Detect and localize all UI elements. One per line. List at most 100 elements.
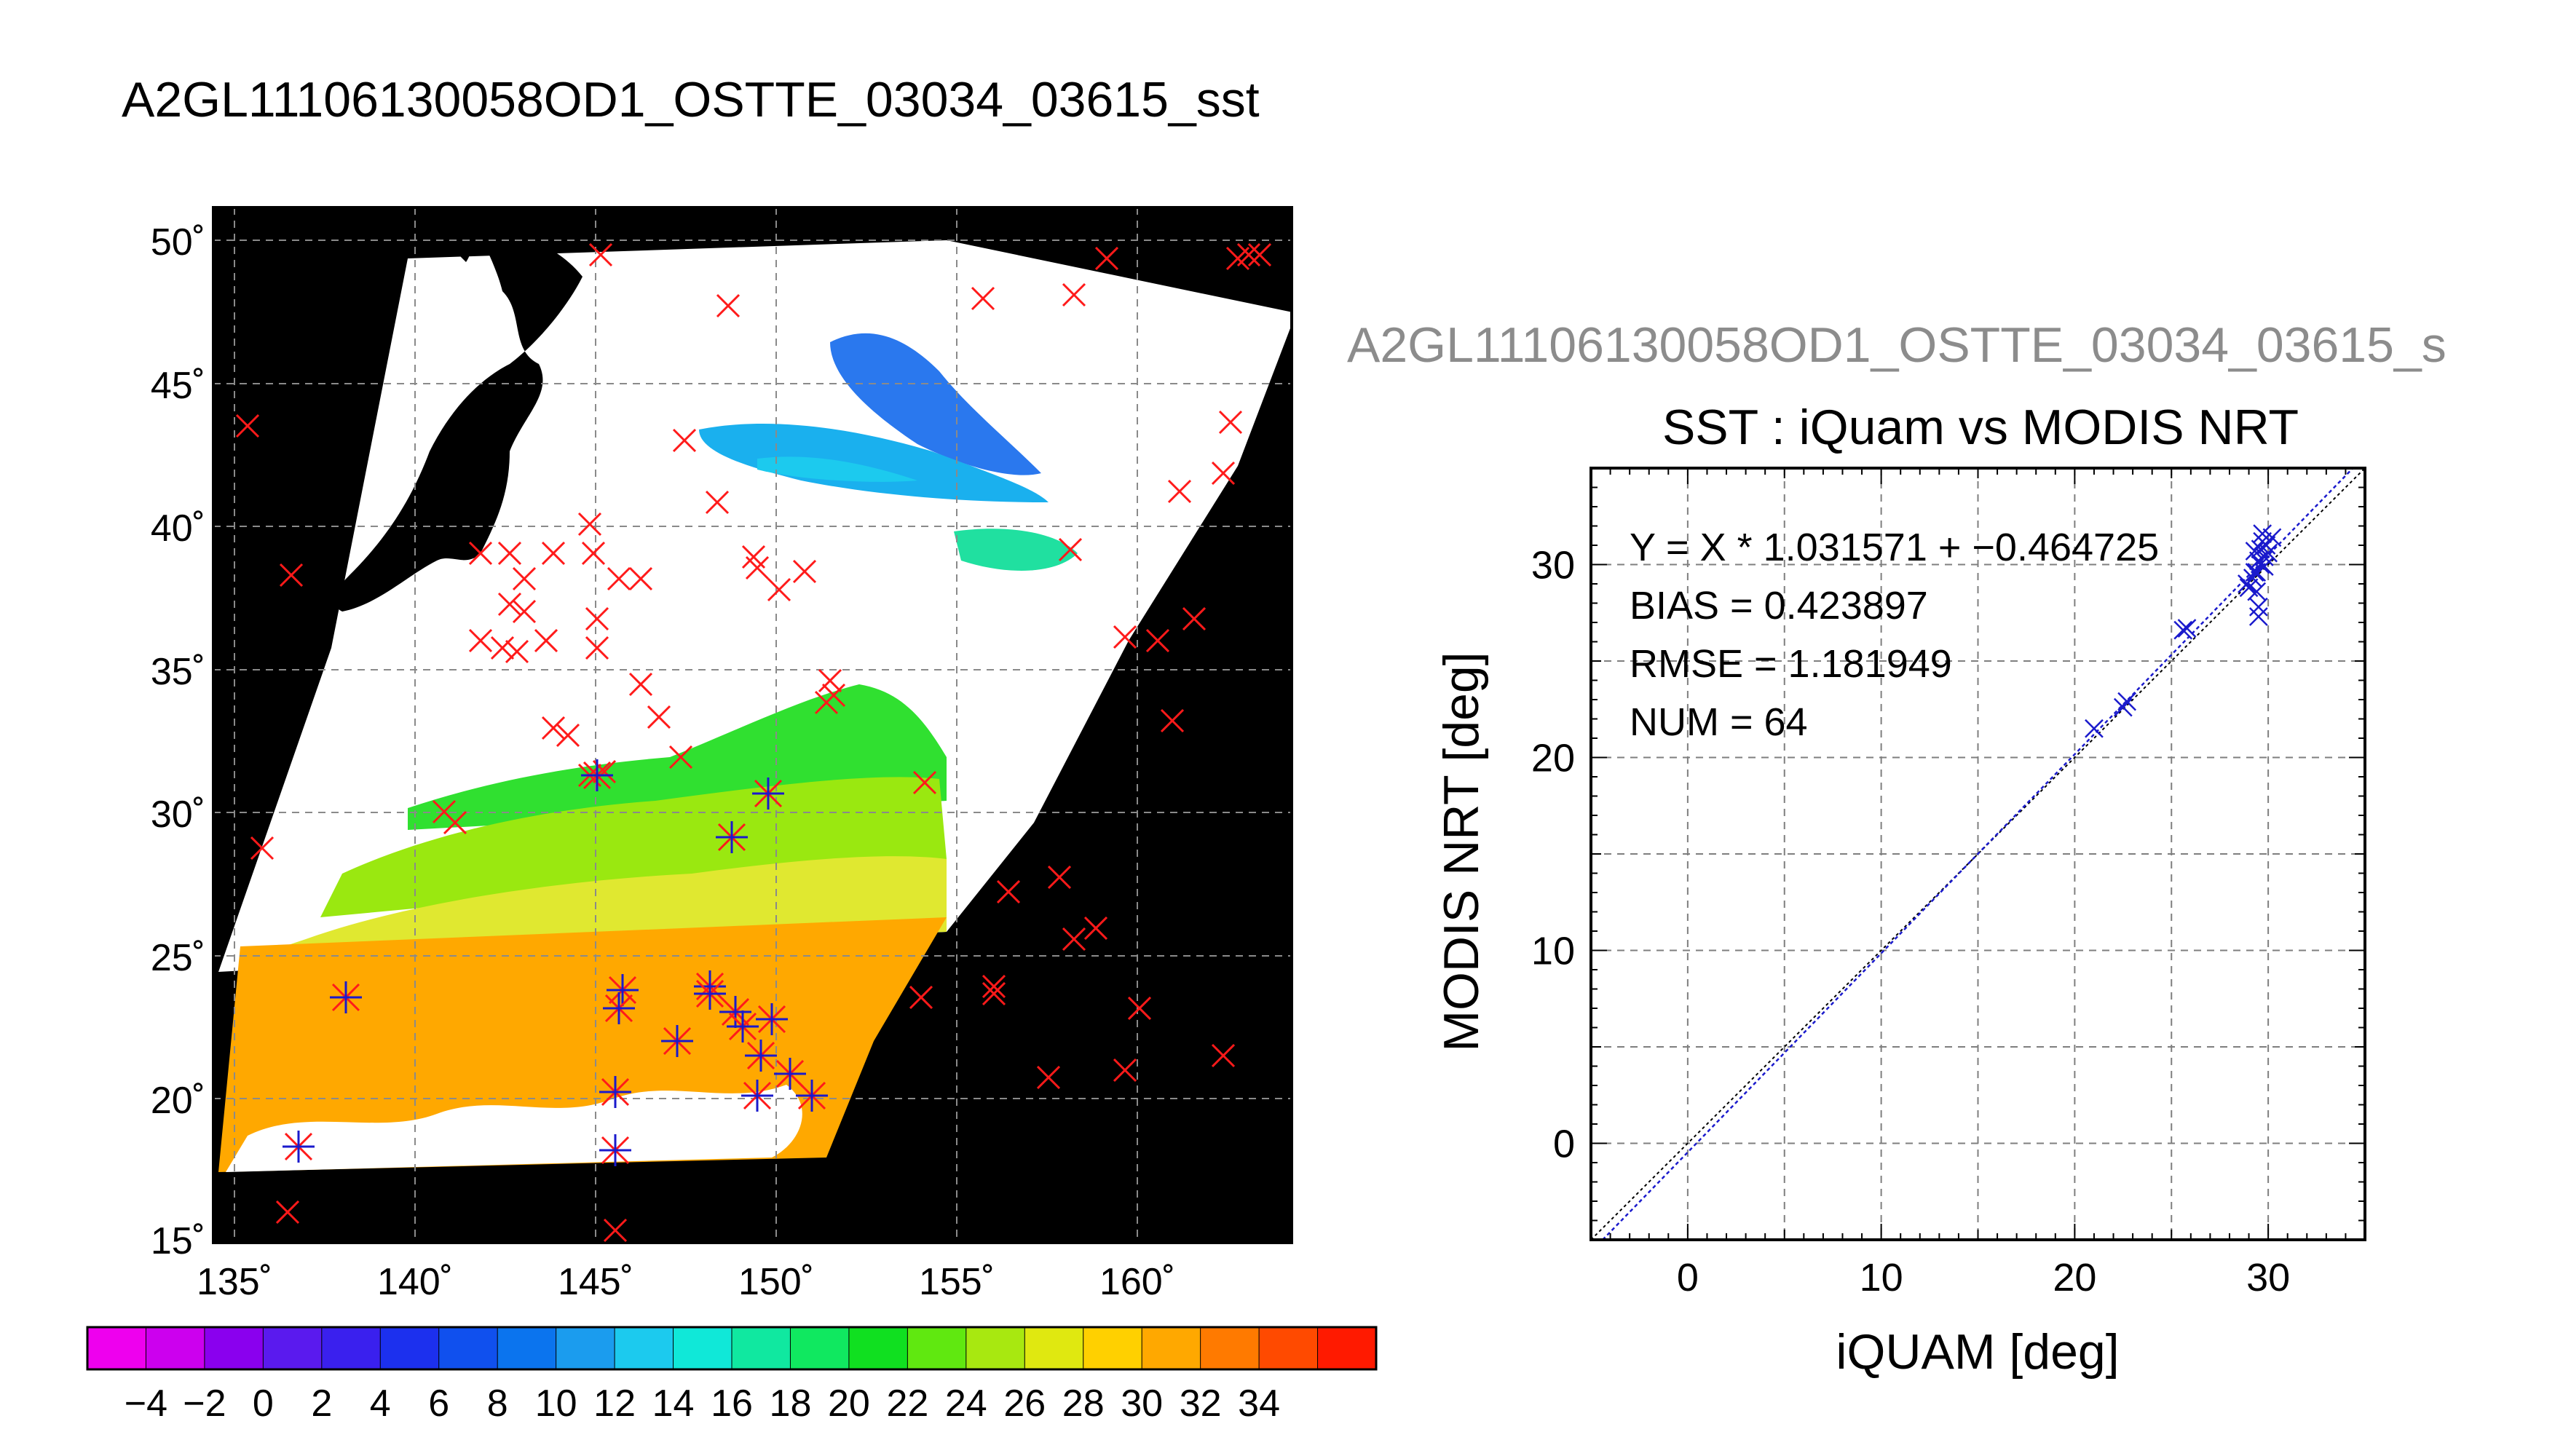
stats-rmse: RMSE = 1.181949 bbox=[1630, 642, 1952, 686]
sst-patch-teal bbox=[954, 529, 1078, 571]
map-lat-labels: 50˚ 45˚ 40˚ 35˚ 30˚ 25˚ 20˚ 15˚ bbox=[151, 221, 205, 1262]
match-up-marker bbox=[705, 490, 730, 515]
match-up-marker bbox=[1083, 916, 1108, 941]
colorbar: −4 −2 0 2 4 6 8 10 12 14 16 18 20 22 24 26 28 30 32 34 bbox=[86, 1326, 1378, 1425]
colorbar-cell bbox=[262, 1326, 323, 1370]
match-up-marker bbox=[628, 566, 653, 591]
match-up-marker bbox=[512, 599, 537, 624]
data-point bbox=[2245, 542, 2264, 561]
match-up-marker bbox=[971, 286, 995, 311]
colorbar-cell bbox=[556, 1326, 616, 1370]
y-tick-label: 30 bbox=[1531, 544, 1575, 587]
match-up-marker bbox=[1211, 1043, 1236, 1068]
data-point bbox=[2113, 697, 2133, 717]
y-tick-label: 20 bbox=[1531, 737, 1575, 780]
colorbar-label: 26 bbox=[1003, 1382, 1046, 1425]
sst-map: 135˚ 140˚ 145˚ 150˚ 155˚ 160˚ 50˚ 45˚ 40… bbox=[151, 206, 1296, 1303]
match-up-marker bbox=[1047, 865, 1072, 890]
scatter-y-tick-labels: 0 10 20 30 bbox=[1531, 544, 1575, 1166]
colorbar-label: 22 bbox=[886, 1382, 928, 1425]
match-up-marker bbox=[556, 723, 580, 748]
scatter-panel: A2GL11106130058OD1_OSTTE_03034_03615_s S… bbox=[1347, 317, 2447, 1380]
colorbar-cell bbox=[1317, 1326, 1377, 1370]
match-up-marker bbox=[1182, 606, 1207, 631]
match-up-marker bbox=[468, 541, 493, 566]
match-up-marker bbox=[497, 541, 522, 566]
colorbar-label: 24 bbox=[945, 1382, 987, 1425]
match-up-marker bbox=[1145, 628, 1170, 653]
match-up-marker bbox=[1036, 1065, 1061, 1090]
lat-tick-label: 15˚ bbox=[151, 1220, 205, 1262]
lon-tick-label: 150˚ bbox=[738, 1261, 814, 1303]
colorbar-label: 20 bbox=[828, 1382, 870, 1425]
colorbar-label: 28 bbox=[1062, 1382, 1105, 1425]
scatter-title: SST : iQuam vs MODIS NRT bbox=[1662, 400, 2299, 455]
colorbar-cells bbox=[87, 1326, 1377, 1370]
match-up-marker bbox=[716, 293, 741, 318]
colorbar-label: 10 bbox=[535, 1382, 577, 1425]
lon-tick-label: 135˚ bbox=[197, 1261, 272, 1303]
colorbar-cell bbox=[965, 1326, 1026, 1370]
data-point bbox=[2262, 528, 2282, 547]
fit-line bbox=[1602, 467, 2354, 1241]
colorbar-label: 2 bbox=[311, 1382, 332, 1425]
colorbar-cell bbox=[673, 1326, 733, 1370]
colorbar-label: 14 bbox=[652, 1382, 695, 1425]
lon-tick-label: 160˚ bbox=[1099, 1261, 1175, 1303]
data-point bbox=[2173, 620, 2193, 640]
colorbar-frame bbox=[86, 1326, 1378, 1371]
colorbar-labels: −4 −2 0 2 4 6 8 10 12 14 16 18 20 22 24 26 28 30 32 34 bbox=[125, 1382, 1280, 1425]
match-up-marker bbox=[982, 981, 1006, 1006]
data-point bbox=[2248, 597, 2268, 617]
match-up-marker bbox=[235, 414, 260, 438]
x-tick-label: 20 bbox=[2053, 1256, 2096, 1299]
data-point bbox=[2256, 536, 2276, 555]
stats-num: NUM = 64 bbox=[1630, 700, 1808, 744]
match-up-marker bbox=[534, 628, 558, 653]
x-axis-label: iQUAM [deg] bbox=[1836, 1324, 2119, 1380]
colorbar-cell bbox=[438, 1326, 499, 1370]
colorbar-label: 32 bbox=[1180, 1382, 1222, 1425]
match-up-marker bbox=[647, 705, 671, 729]
match-up-marker bbox=[1167, 479, 1192, 504]
colorbar-label: −4 bbox=[125, 1382, 167, 1425]
match-up-marker bbox=[1236, 242, 1261, 267]
colorbar-label: 8 bbox=[487, 1382, 508, 1425]
colorbar-label: 0 bbox=[253, 1382, 274, 1425]
colorbar-cell bbox=[87, 1326, 147, 1370]
colorbar-cell bbox=[1258, 1326, 1319, 1370]
colorbar-cell bbox=[204, 1326, 264, 1370]
match-up-marker bbox=[497, 592, 522, 617]
colorbar-label: 34 bbox=[1238, 1382, 1280, 1425]
match-up-marker bbox=[1127, 996, 1152, 1021]
data-point bbox=[2247, 582, 2267, 601]
match-up-marker bbox=[585, 606, 609, 631]
match-up-marker bbox=[1062, 927, 1086, 951]
colorbar-cell bbox=[1141, 1326, 1201, 1370]
land-japan bbox=[334, 215, 583, 612]
data-point bbox=[2177, 619, 2197, 638]
colorbar-cell bbox=[1024, 1326, 1084, 1370]
match-up-marker bbox=[745, 555, 770, 580]
scatter-subtitle: A2GL11106130058OD1_OSTTE_03034_03615_s bbox=[1347, 317, 2447, 373]
lat-tick-label: 50˚ bbox=[151, 221, 205, 264]
match-up-marker bbox=[1113, 1058, 1137, 1083]
colorbar-cell bbox=[614, 1326, 674, 1370]
colorbar-label: −2 bbox=[183, 1382, 226, 1425]
match-up-marker bbox=[1094, 246, 1119, 271]
figure-title: A2GL11106130058OD1_OSTTE_03034_03615_sst bbox=[122, 72, 1260, 127]
one-to-one-line bbox=[1590, 467, 2366, 1241]
colorbar-label: 12 bbox=[593, 1382, 636, 1425]
match-up-marker bbox=[1113, 625, 1137, 649]
match-up-marker bbox=[792, 559, 817, 584]
match-up-marker bbox=[541, 716, 566, 740]
colorbar-cell bbox=[848, 1326, 909, 1370]
match-up-marker bbox=[628, 672, 653, 697]
scatter-grid bbox=[1591, 468, 2365, 1240]
sst-patch-cold bbox=[830, 333, 1041, 475]
match-up-marker bbox=[585, 636, 609, 660]
colorbar-cell bbox=[1083, 1326, 1143, 1370]
match-up-marker bbox=[818, 668, 842, 693]
data-point bbox=[2254, 557, 2274, 577]
data-point bbox=[2117, 692, 2137, 711]
